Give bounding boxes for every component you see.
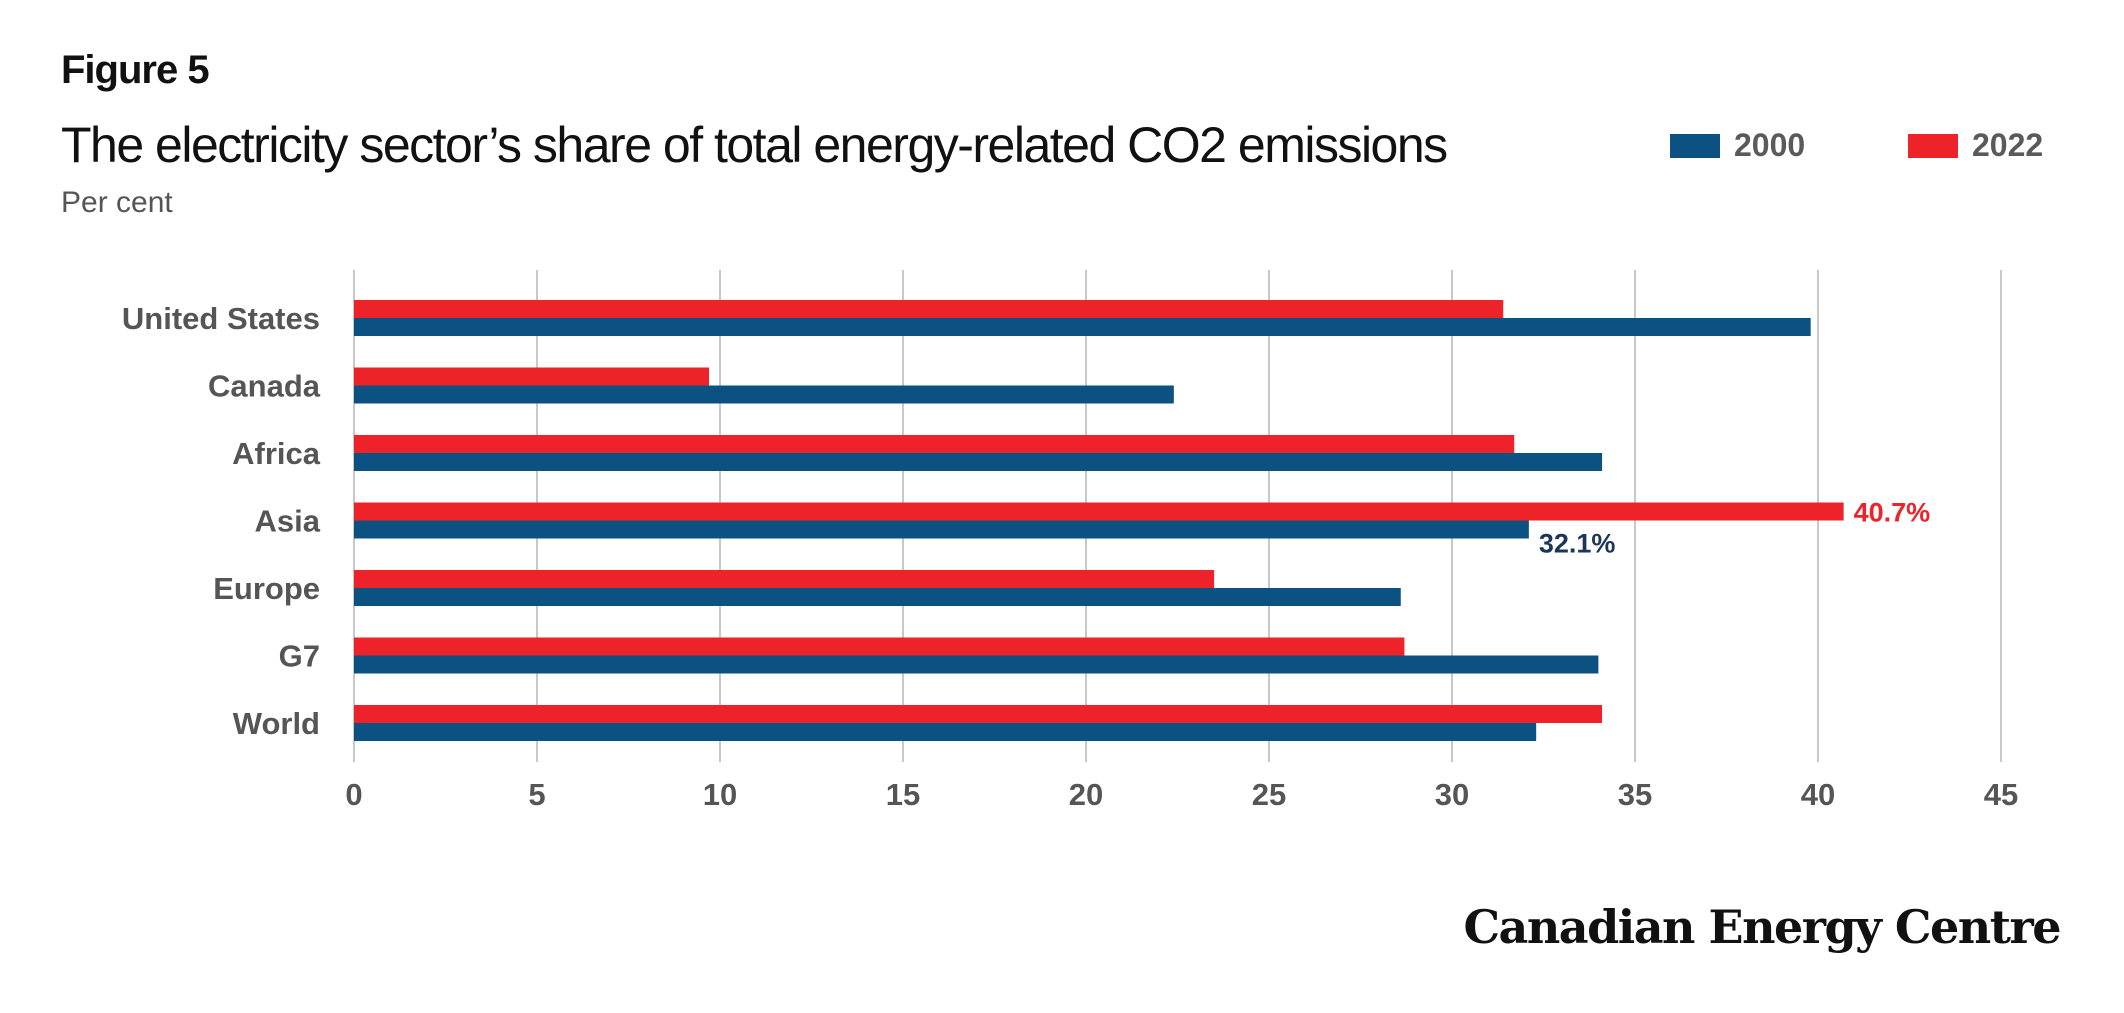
- x-tick-label-25: 25: [1252, 777, 1286, 812]
- bar-world-2022: [354, 705, 1603, 723]
- chart-title: The electricity sector’s share of total …: [61, 117, 1448, 173]
- x-tick-label-45: 45: [1984, 777, 2018, 812]
- bar-africa-2022: [354, 435, 1515, 453]
- bar-europe-2022: [354, 570, 1215, 588]
- legend-swatch-2022: [1908, 133, 1958, 158]
- category-label-world: World: [233, 706, 320, 741]
- x-tick-label-30: 30: [1435, 777, 1469, 812]
- bar-canada-2022: [354, 367, 710, 386]
- brand-logo: Canadian Energy Centre: [1463, 900, 2061, 954]
- bar-g7-2022: [354, 637, 1405, 656]
- x-tick-label-20: 20: [1069, 777, 1103, 812]
- bar-europe-2000: [354, 588, 1401, 606]
- bar-united-states-2000: [354, 318, 1811, 336]
- legend-label-2000: 2000: [1734, 127, 1806, 163]
- category-label-europe: Europe: [213, 571, 320, 606]
- bar-world-2000: [354, 723, 1537, 741]
- x-tick-label-5: 5: [528, 777, 545, 812]
- category-label-canada: Canada: [208, 369, 321, 404]
- data-label-asia-2022: 40.7%: [1854, 498, 1931, 528]
- bar-asia-2000: [354, 520, 1529, 539]
- legend-item-2000: 2000: [1670, 127, 1805, 164]
- bar-asia-2022: [354, 502, 1844, 521]
- bar-g7-2000: [354, 655, 1599, 674]
- category-label-africa: Africa: [232, 436, 321, 471]
- bar-africa-2000: [354, 453, 1603, 471]
- bar-canada-2000: [354, 385, 1174, 404]
- legend-label-2022: 2022: [1972, 127, 2044, 163]
- x-tick-label-40: 40: [1801, 777, 1835, 812]
- x-tick-label-10: 10: [703, 777, 737, 812]
- x-tick-label-0: 0: [345, 777, 362, 812]
- x-tick-label-35: 35: [1618, 777, 1652, 812]
- chart-subtitle: Per cent: [61, 186, 173, 219]
- figure-label: Figure 5: [61, 48, 210, 92]
- legend-swatch-2000: [1670, 133, 1720, 158]
- category-label-asia: Asia: [255, 504, 321, 539]
- category-label-united-states: United States: [122, 301, 320, 336]
- legend-item-2022: 2022: [1908, 127, 2043, 164]
- category-label-g7: G7: [279, 639, 320, 674]
- bar-united-states-2022: [354, 300, 1504, 318]
- data-label-asia-2000: 32.1%: [1539, 529, 1616, 559]
- x-tick-label-15: 15: [886, 777, 920, 812]
